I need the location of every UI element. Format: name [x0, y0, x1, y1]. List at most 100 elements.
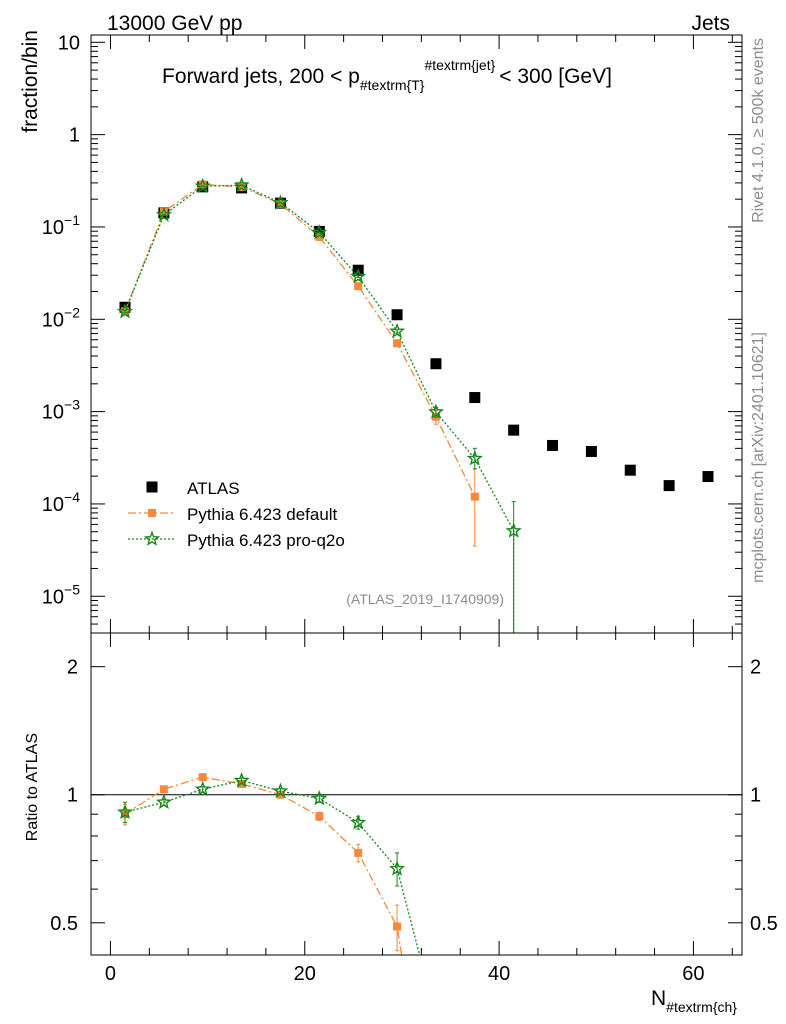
legend-marker — [143, 530, 161, 546]
main-data-point — [624, 464, 636, 476]
x-tick-label: 40 — [488, 963, 510, 985]
x-tick-label: 20 — [294, 963, 316, 985]
legend-entry-2: Pythia 6.423 pro-q2o — [128, 530, 345, 550]
main-y-tick-label-base: 10 — [42, 217, 64, 239]
main-data-point — [116, 303, 134, 319]
chart-title-suffix: < 300 [GeV] — [499, 65, 612, 88]
ratio-data-point — [315, 812, 324, 821]
ratio-data-point — [354, 848, 363, 857]
main-series-0 — [119, 181, 714, 492]
main-data-point — [354, 282, 363, 291]
main-data-point — [237, 182, 246, 191]
main-data-point — [585, 445, 597, 457]
main-data-point — [466, 450, 483, 466]
main-y-tick-label-exponent: −3 — [64, 397, 80, 413]
main-series-1 — [121, 180, 479, 547]
main-data-point — [469, 392, 481, 404]
ratio-data-point — [311, 790, 328, 806]
legend-label: Pythia 6.423 default — [187, 505, 338, 524]
main-y-tick-label-base: 10 — [42, 586, 64, 608]
main-data-point — [276, 199, 285, 208]
main-series-line — [124, 183, 476, 497]
main-y-tick-label: 10 — [58, 32, 80, 54]
legend-label: Pythia 6.423 pro-q2o — [187, 531, 345, 550]
main-data-point — [389, 322, 406, 339]
main-y-tick-label-base: 10 — [42, 494, 64, 516]
ratio-y-tick-label-right: 2 — [750, 657, 761, 679]
main-data-point — [391, 309, 403, 321]
main-y-tick-label: 10−2 — [42, 304, 80, 331]
main-y-axis-title: fraction/bin — [19, 30, 42, 133]
main-data-point — [313, 225, 325, 237]
main-data-point — [272, 194, 289, 210]
ratio-data-point — [350, 814, 367, 830]
legend-entry-0: ATLAS — [146, 479, 240, 498]
ratio-data-point — [389, 860, 406, 876]
main-y-tick-label-base: 1 — [69, 125, 80, 147]
ratio-series-line — [124, 779, 421, 955]
chart-title-prefix: Forward jets, 200 < p — [162, 65, 360, 88]
chart-title: Forward jets, 200 < p#textrm{T} #textrm{j… — [162, 57, 612, 93]
main-y-tick-label-base: 10 — [42, 309, 64, 331]
main-y-tick-label-exponent: −1 — [64, 212, 80, 228]
legend-label: ATLAS — [187, 479, 240, 498]
main-data-point — [428, 403, 444, 419]
main-y-tick-label: 10−5 — [42, 581, 80, 608]
ratio-y-tick-label-right: 0.5 — [750, 913, 778, 935]
header-energy-label: 13000 GeV pp — [107, 12, 242, 35]
ratio-y-tick-label: 0.5 — [50, 913, 78, 935]
mcplots-label: mcplots.cern.ch [arXiv:2401.10621] — [750, 332, 767, 583]
legend-entry-1: Pythia 6.423 default — [128, 505, 338, 524]
main-y-tick-label: 1 — [69, 125, 80, 147]
x-tick-label: 60 — [682, 963, 704, 985]
ratio-data-point — [393, 922, 402, 931]
main-data-point — [155, 206, 172, 222]
rivet-version-label: Rivet 4.1.0, ≥ 500k events — [750, 38, 767, 223]
main-y-tick-label-exponent: −4 — [64, 489, 80, 505]
ratio-panel-frame — [90, 632, 743, 956]
chart-title-subscript: #textrm{T} — [360, 77, 425, 93]
main-series-2 — [116, 176, 522, 633]
main-data-point — [315, 232, 324, 241]
main-data-point — [119, 301, 131, 313]
ratio-y-axis-title: Ratio to ATLAS — [24, 733, 41, 841]
ratio-y-tick-label: 1 — [67, 785, 78, 807]
main-y-tick-label-exponent: −2 — [64, 304, 80, 320]
ratio-data-point — [198, 773, 207, 782]
x-axis-title-main: N — [651, 987, 666, 1010]
main-data-point — [311, 224, 328, 240]
chart-title-superscript: #textrm{jet} — [424, 57, 495, 73]
ratio-data-point — [155, 793, 172, 810]
ratio-y-tick-label-right: 1 — [750, 785, 761, 807]
main-data-point — [233, 176, 250, 193]
main-data-point — [430, 358, 442, 370]
main-y-tick-label-base: 10 — [42, 402, 64, 424]
ratio-data-point — [159, 785, 168, 794]
ratio-data-point — [272, 782, 289, 798]
x-axis-title: N#textrm{ch} — [651, 987, 737, 1015]
main-data-point — [159, 207, 168, 216]
main-data-point — [194, 177, 211, 194]
ratio-y-tick-label: 2 — [67, 657, 78, 679]
analysis-label: (ATLAS_2019_I1740909) — [346, 591, 504, 607]
legend-marker — [146, 481, 158, 493]
main-y-tick-label-exponent: −5 — [64, 581, 80, 597]
main-data-point — [505, 522, 522, 538]
header-category-label: Jets — [691, 12, 730, 35]
ratio-series-line — [124, 776, 403, 955]
main-data-point — [350, 268, 367, 284]
ratio-data-point — [233, 772, 250, 788]
ratio-series-0 — [121, 773, 403, 955]
main-data-point — [508, 424, 520, 436]
ratio-series-1 — [116, 772, 421, 955]
ratio-data-point — [194, 780, 211, 797]
x-axis-title-subscript: #textrm{ch} — [666, 999, 737, 1015]
main-y-tick-label: 10−4 — [42, 489, 80, 516]
main-data-point — [393, 339, 402, 348]
main-series-line — [124, 184, 515, 532]
main-data-point — [702, 471, 714, 483]
main-data-point — [198, 180, 207, 189]
main-y-tick-label: 10−3 — [42, 397, 80, 424]
main-data-point — [663, 480, 675, 492]
